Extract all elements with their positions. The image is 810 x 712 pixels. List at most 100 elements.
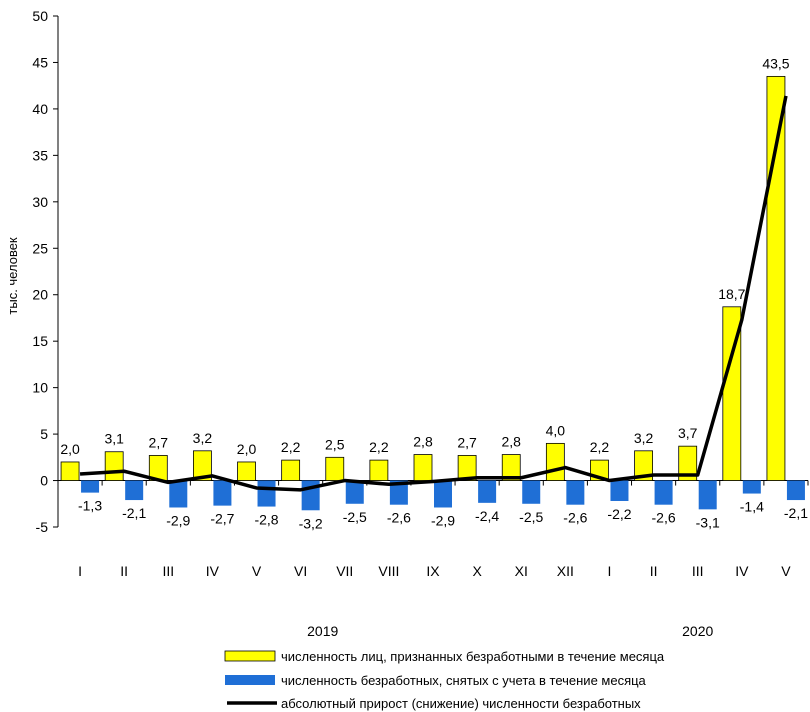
data-label-registered: 43,5 bbox=[762, 55, 789, 71]
x-tick-label: II bbox=[650, 563, 658, 579]
bar-deregistered bbox=[786, 480, 805, 501]
y-tick-label: 45 bbox=[32, 54, 48, 70]
bar-registered bbox=[104, 451, 124, 481]
x-tick-label: VI bbox=[294, 563, 307, 579]
data-label-registered: 3,7 bbox=[678, 425, 698, 441]
bar-registered bbox=[60, 461, 80, 481]
data-label-deregistered: -3,1 bbox=[696, 514, 720, 530]
data-label-deregistered: -2,9 bbox=[431, 512, 455, 528]
bar-deregistered bbox=[257, 480, 276, 507]
data-label-registered: 2,2 bbox=[369, 439, 389, 455]
x-tick-label: V bbox=[781, 563, 791, 579]
x-tick-label: V bbox=[252, 563, 262, 579]
bars bbox=[60, 75, 805, 511]
bar-registered bbox=[501, 454, 521, 481]
legend-swatch-registered bbox=[224, 650, 276, 662]
legend-swatch-deregistered bbox=[225, 675, 275, 685]
data-label-deregistered: -2,1 bbox=[784, 505, 808, 521]
x-tick-label: III bbox=[162, 563, 174, 579]
x-tick-label: IV bbox=[206, 563, 220, 579]
data-label-deregistered: -2,9 bbox=[166, 512, 190, 528]
x-tick-label: X bbox=[472, 563, 482, 579]
bar-deregistered bbox=[566, 480, 585, 505]
legend-label: численность безработных, снятых с учета … bbox=[281, 673, 647, 688]
data-label-deregistered: -2,4 bbox=[475, 508, 499, 524]
data-label-registered: 2,8 bbox=[413, 434, 433, 450]
y-tick-label: 25 bbox=[32, 240, 48, 256]
bar-deregistered bbox=[389, 480, 408, 505]
data-label-registered: 3,1 bbox=[104, 431, 124, 447]
data-label-deregistered: -2,6 bbox=[652, 510, 676, 526]
bar-registered bbox=[722, 306, 742, 481]
x-tick-label: III bbox=[692, 563, 704, 579]
y-tick-label: -5 bbox=[36, 519, 49, 535]
y-tick-label: 40 bbox=[32, 101, 48, 117]
data-label-registered: 2,8 bbox=[502, 434, 522, 450]
data-label-registered: 2,7 bbox=[149, 434, 169, 450]
bar-registered bbox=[281, 459, 301, 481]
data-label-registered: 2,5 bbox=[325, 436, 345, 452]
y-tick-label: 30 bbox=[32, 194, 48, 210]
data-label-deregistered: -2,5 bbox=[519, 509, 543, 525]
data-label-deregistered: -2,8 bbox=[254, 512, 278, 528]
data-label-registered: 2,2 bbox=[281, 439, 301, 455]
bar-deregistered bbox=[169, 480, 188, 508]
data-label-registered: 4,0 bbox=[546, 422, 566, 438]
data-label-registered: 2,0 bbox=[60, 441, 80, 457]
data-label-registered: 2,2 bbox=[590, 439, 610, 455]
data-label-registered: 3,2 bbox=[634, 430, 654, 446]
legend-label: численность лиц, признанных безработными… bbox=[281, 649, 665, 664]
x-tick-label: I bbox=[608, 563, 612, 579]
x-tick-label: IX bbox=[426, 563, 440, 579]
bar-registered bbox=[678, 445, 698, 481]
x-tick-label: VII bbox=[336, 563, 353, 579]
data-label-registered: 3,2 bbox=[193, 430, 213, 446]
data-label-deregistered: -2,6 bbox=[563, 510, 587, 526]
line-series bbox=[79, 95, 788, 492]
bar-deregistered bbox=[478, 480, 497, 503]
data-label-deregistered: -2,1 bbox=[122, 505, 146, 521]
data-label-deregistered: -2,2 bbox=[607, 506, 631, 522]
data-label-registered: 18,7 bbox=[718, 286, 745, 302]
bar-registered bbox=[457, 455, 477, 481]
bar-deregistered bbox=[345, 480, 364, 504]
data-label-deregistered: -1,3 bbox=[78, 498, 102, 514]
x-tick-label: IV bbox=[735, 563, 749, 579]
bar-registered bbox=[325, 456, 345, 481]
data-labels: 2,0 -1,3 3,1 -2,1 2,7 -2,9 3,2 -2,7 2,0 -2,8 2,2 -3… bbox=[60, 55, 808, 531]
data-label-registered: 2,0 bbox=[237, 441, 257, 457]
data-label-registered: 2,7 bbox=[457, 434, 477, 450]
bar-deregistered bbox=[434, 480, 452, 508]
line-net-change bbox=[79, 95, 788, 492]
bar-deregistered bbox=[698, 480, 717, 510]
bar-deregistered bbox=[125, 480, 144, 501]
bar-registered bbox=[413, 454, 433, 481]
x-tick-label: VIII bbox=[378, 563, 399, 579]
x-tick-label: I bbox=[78, 563, 82, 579]
bar-deregistered bbox=[654, 480, 673, 505]
year-label: 2019 bbox=[307, 623, 338, 639]
y-tick-label: 0 bbox=[40, 473, 48, 489]
bar-registered bbox=[237, 461, 256, 481]
y-axis-label: тыс. человек bbox=[5, 237, 20, 315]
y-tick-label: 35 bbox=[32, 147, 48, 163]
data-label-deregistered: -3,2 bbox=[299, 515, 323, 531]
x-tick-label: XII bbox=[557, 563, 574, 579]
data-label-deregistered: -2,7 bbox=[210, 511, 234, 527]
bar-registered bbox=[545, 442, 565, 481]
bar-deregistered bbox=[522, 480, 541, 504]
y-tick-label: 15 bbox=[32, 333, 48, 349]
data-label-deregistered: -2,5 bbox=[343, 509, 367, 525]
bar-registered bbox=[634, 450, 653, 481]
bar-registered bbox=[369, 459, 389, 481]
bar-deregistered bbox=[610, 480, 629, 501]
y-tick-label: 10 bbox=[32, 380, 48, 396]
legend-label: абсолютный прирост (снижение) численност… bbox=[281, 696, 641, 711]
y-tick-label: 5 bbox=[40, 426, 48, 442]
bar-deregistered bbox=[742, 480, 761, 494]
bar-registered bbox=[766, 75, 786, 481]
bar-deregistered bbox=[81, 480, 100, 493]
y-tick-label: 20 bbox=[32, 287, 48, 303]
x-tick-label: XI bbox=[515, 563, 528, 579]
